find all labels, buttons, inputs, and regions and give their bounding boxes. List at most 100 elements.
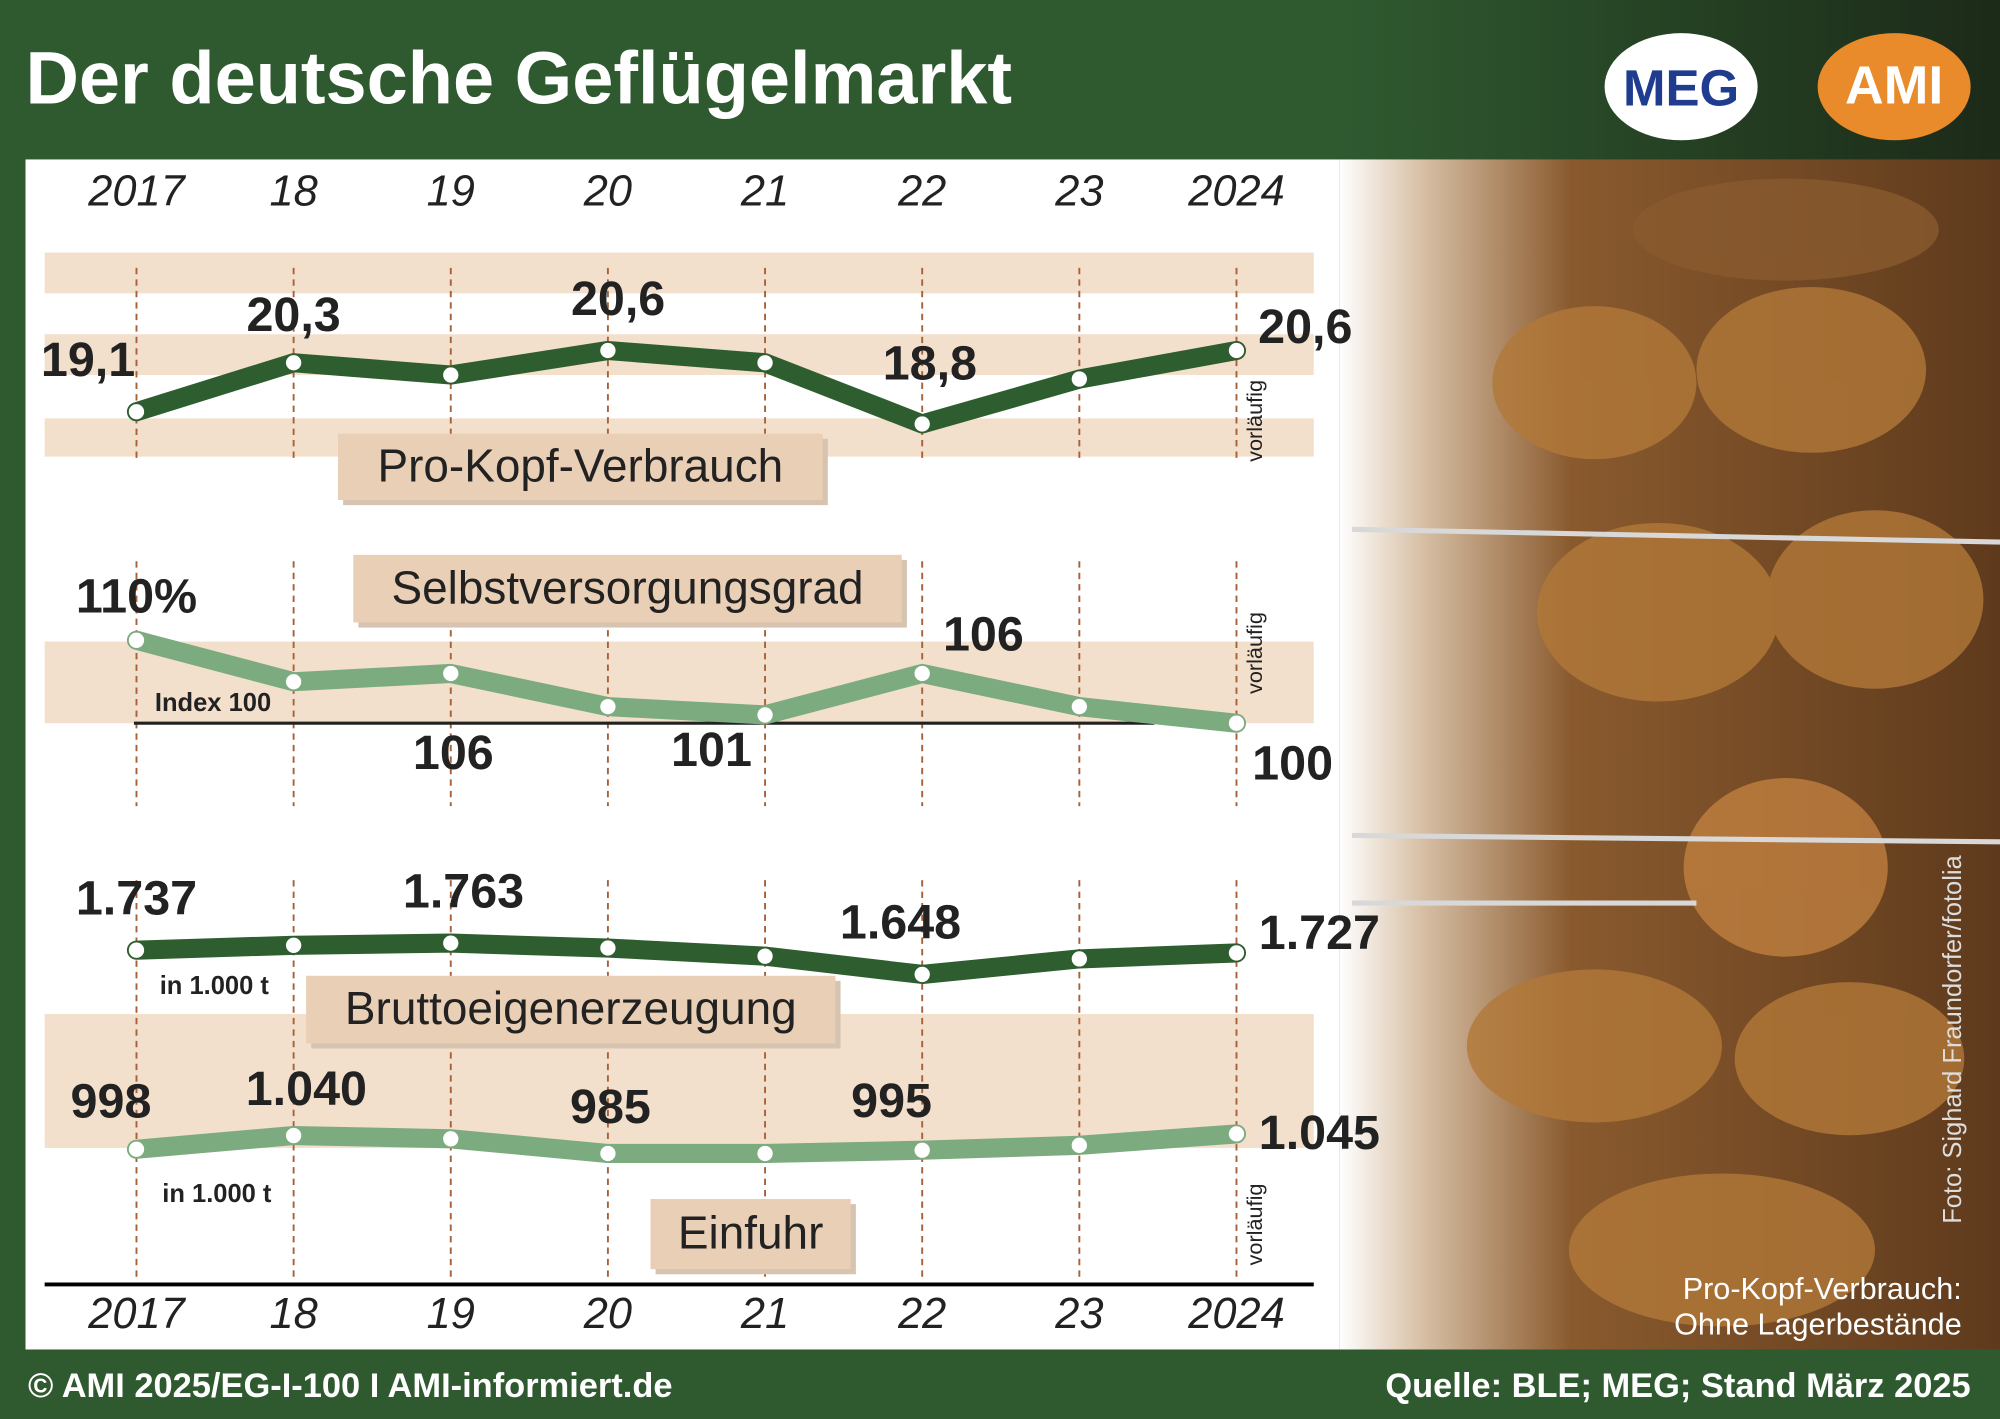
value-label: 20,6 xyxy=(1258,300,1352,354)
point xyxy=(600,1145,616,1162)
line xyxy=(126,630,1247,733)
value-label: 100 xyxy=(1252,736,1333,790)
point xyxy=(128,404,145,420)
point xyxy=(285,937,302,953)
point xyxy=(600,940,616,956)
title-box xyxy=(338,433,823,500)
unit-label: in 1.000 t xyxy=(160,972,270,1000)
x-tick-label: 23 xyxy=(1054,167,1103,215)
point xyxy=(443,367,459,383)
x-tick-label: 21 xyxy=(740,167,789,215)
x-tick-label: 22 xyxy=(897,167,946,215)
value-label: 1.040 xyxy=(246,1062,367,1116)
title-box xyxy=(353,554,902,623)
line xyxy=(126,340,1247,434)
value-label: 998 xyxy=(71,1074,152,1128)
chart-title: Einfuhr xyxy=(678,1207,823,1259)
point xyxy=(914,1142,930,1158)
point xyxy=(757,707,773,723)
title-box xyxy=(306,975,836,1044)
line xyxy=(126,1124,1247,1164)
footer-left: © AMI 2025/EG-I-100 I AMI-informiert.de xyxy=(28,1367,672,1405)
value-label: 1.763 xyxy=(403,864,524,918)
x-tick-label: 2024 xyxy=(1187,167,1284,215)
point xyxy=(600,342,616,359)
photo-skewers xyxy=(1351,526,2000,906)
annotation: vorläufig xyxy=(1242,1184,1267,1266)
x-tick-label: 20 xyxy=(583,167,632,215)
point xyxy=(443,665,459,682)
title-box xyxy=(650,1198,851,1270)
chart-title: Bruttoeigenerzeugung xyxy=(345,982,797,1034)
unit-label: in 1.000 t xyxy=(162,1180,272,1208)
point xyxy=(1228,342,1245,359)
x-tick-label: 2017 xyxy=(87,1290,186,1338)
point xyxy=(914,665,930,682)
point xyxy=(1228,715,1245,731)
value-label: 995 xyxy=(851,1074,932,1128)
x-tick-label: 18 xyxy=(270,1290,318,1338)
point xyxy=(600,698,616,715)
value-label: 1.045 xyxy=(1259,1106,1380,1160)
value-label: 20,6 xyxy=(571,272,665,326)
value-label: 18,8 xyxy=(883,336,977,390)
reference-label: Index 100 xyxy=(155,689,271,717)
value-label: 1.737 xyxy=(76,872,197,926)
x-tick-label: 19 xyxy=(427,1290,475,1338)
logo-ami-text: AMI xyxy=(1845,56,1943,115)
note: Ohne Lagerbestände xyxy=(1674,1308,1962,1342)
x-tick-label: 2024 xyxy=(1187,1290,1284,1338)
point xyxy=(914,416,930,432)
chart-title: Pro-Kopf-Verbrauch xyxy=(377,440,783,492)
value-label: 1.648 xyxy=(840,896,961,950)
value-label: 20,3 xyxy=(246,288,340,342)
note: Pro-Kopf-Verbrauch: xyxy=(1683,1272,1962,1306)
value-label: 985 xyxy=(570,1080,651,1134)
value-label: 110% xyxy=(76,569,197,623)
title: Der deutsche Geflügelmarkt xyxy=(26,37,1013,120)
line xyxy=(126,933,1247,984)
x-tick-label: 19 xyxy=(427,167,475,215)
logo-meg-text: MEG xyxy=(1623,59,1739,116)
point xyxy=(128,632,145,648)
point xyxy=(1228,1126,1245,1142)
x-tick-label: 21 xyxy=(740,1290,789,1338)
point xyxy=(1071,698,1087,715)
point xyxy=(1071,1137,1087,1153)
point xyxy=(1071,371,1087,387)
point xyxy=(443,935,459,951)
point xyxy=(128,942,145,958)
chart-title: Selbstversorgungsgrad xyxy=(392,561,864,613)
point xyxy=(757,948,773,964)
point xyxy=(285,355,302,371)
point xyxy=(1071,951,1087,967)
x-tick-label: 22 xyxy=(897,1290,946,1338)
point xyxy=(285,1127,302,1144)
photo-shapes xyxy=(1466,178,1984,1327)
point xyxy=(285,674,302,690)
value-label: 101 xyxy=(671,723,752,777)
value-label: 1.727 xyxy=(1259,906,1380,960)
point xyxy=(914,966,930,983)
point xyxy=(443,1131,459,1147)
value-label: 19,1 xyxy=(41,333,135,387)
point xyxy=(1228,945,1245,961)
value-label: 106 xyxy=(943,608,1024,662)
footer-right: Quelle: BLE; MEG; Stand März 2025 xyxy=(1385,1367,1970,1405)
value-label: 106 xyxy=(413,726,494,780)
x-tick-label: 18 xyxy=(270,167,318,215)
x-tick-label: 20 xyxy=(583,1290,632,1338)
logo-meg xyxy=(1604,33,1758,141)
x-tick-label: 2017 xyxy=(87,167,186,215)
point xyxy=(757,1145,773,1162)
photo-credit: Foto: Sighard Fraundorfer/fotolia xyxy=(1939,854,1967,1223)
x-tick-label: 23 xyxy=(1054,1290,1103,1338)
point xyxy=(757,355,773,371)
point xyxy=(128,1141,145,1157)
logo-ami xyxy=(1817,33,1971,141)
annotation: vorläufig xyxy=(1242,612,1267,694)
plot: 2017 18 19 20 21 22 23 2024 2017 18 19 20 21 22 23 2024… xyxy=(41,167,1380,1337)
annotation: vorläufig xyxy=(1242,380,1267,462)
